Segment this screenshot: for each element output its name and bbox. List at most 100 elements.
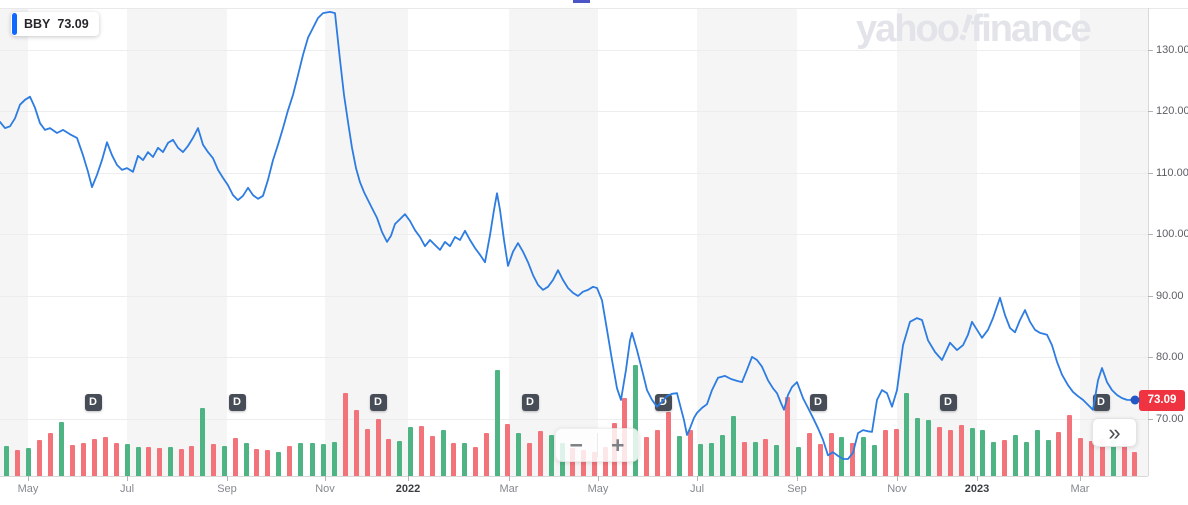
volume-bar	[784, 397, 790, 476]
dividend-marker[interactable]: D	[809, 394, 827, 411]
volume-bar	[91, 439, 97, 476]
x-axis-tick	[598, 476, 599, 481]
gridline	[0, 111, 1148, 112]
volume-bar	[243, 443, 249, 476]
dividend-marker[interactable]: D	[1092, 394, 1110, 411]
y-axis-tick	[1148, 111, 1153, 112]
zoom-in-button[interactable]: +	[598, 429, 639, 461]
volume-bar	[914, 418, 920, 476]
y-axis-label: 100.00	[1156, 228, 1188, 240]
volume-bar	[1034, 430, 1040, 476]
dividend-marker[interactable]: D	[84, 394, 102, 411]
dividend-marker[interactable]: D	[654, 394, 672, 411]
volume-bar	[1066, 415, 1072, 476]
y-axis-label: 130.00	[1156, 44, 1188, 56]
dividend-marker[interactable]: D	[369, 394, 387, 411]
yahoo-finance-watermark: yahoo!finance	[856, 6, 1092, 51]
y-axis-label: 90.00	[1156, 290, 1184, 302]
volume-bar	[828, 433, 834, 476]
volume-bar	[1121, 444, 1127, 476]
volume-bar	[25, 448, 31, 476]
scroll-position-indicator	[573, 0, 590, 3]
volume-bar	[580, 450, 586, 476]
volume-bar	[515, 433, 521, 476]
x-axis-tick	[1080, 476, 1081, 481]
volume-bar	[860, 437, 866, 476]
zoom-out-button[interactable]: −	[556, 429, 597, 461]
volume-bar	[893, 429, 899, 476]
x-axis-tick	[408, 476, 409, 481]
volume-bar	[483, 433, 489, 476]
x-axis-label: May	[587, 483, 609, 495]
volume-bar	[320, 444, 326, 476]
expand-chart-button[interactable]: »	[1092, 418, 1137, 447]
y-axis-label: 70.00	[1156, 413, 1184, 425]
x-axis-label: Mar	[499, 483, 519, 495]
volume-bar	[806, 433, 812, 476]
volume-bar	[925, 420, 931, 476]
gridline	[0, 234, 1148, 235]
volume-bar	[947, 430, 953, 476]
volume-bar	[407, 427, 413, 476]
y-axis-tick	[1148, 296, 1153, 297]
volume-bar	[1088, 441, 1094, 476]
volume-bar	[1001, 440, 1007, 476]
month-stripe	[127, 9, 227, 476]
x-axis-label: Nov	[887, 483, 907, 495]
dividend-marker[interactable]: D	[521, 394, 539, 411]
volume-bar	[1055, 432, 1061, 476]
volume-bar	[364, 429, 370, 476]
volume-bar	[1023, 442, 1029, 476]
volume-bar	[958, 425, 964, 476]
volume-bar	[665, 412, 671, 476]
y-axis-tick	[1148, 173, 1153, 174]
dividend-marker[interactable]: D	[939, 394, 957, 411]
x-axis-label: Jul	[119, 483, 135, 495]
gridline	[0, 296, 1148, 297]
volume-bar	[135, 447, 141, 476]
volume-bar	[102, 437, 108, 476]
x-axis-label: Mar	[1070, 483, 1090, 495]
watermark-yahoo: yahoo	[856, 8, 960, 50]
volume-bar	[69, 445, 75, 476]
ticker-legend-chip[interactable]: BBY 73.09	[11, 12, 99, 36]
volume-bar	[418, 426, 424, 476]
x-axis-label: Sep	[787, 483, 807, 495]
x-axis-tick	[977, 476, 978, 481]
x-axis-tick	[897, 476, 898, 481]
current-price-badge: 73.09	[1139, 390, 1185, 411]
top-divider	[0, 8, 1188, 9]
y-axis-tick	[1148, 357, 1153, 358]
volume-bar	[643, 437, 649, 476]
dividend-marker[interactable]: D	[228, 394, 246, 411]
x-axis-label: 2023	[964, 483, 990, 495]
volume-bar	[708, 443, 714, 476]
y-axis-tick	[1148, 234, 1153, 235]
y-axis-tick	[1148, 419, 1153, 420]
volume-bar	[113, 443, 119, 476]
volume-bar	[697, 444, 703, 476]
volume-bar	[210, 444, 216, 476]
volume-bar	[385, 439, 391, 476]
x-axis-tick	[127, 476, 128, 481]
x-axis-tick	[509, 476, 510, 481]
volume-bar	[882, 430, 888, 476]
volume-bar	[145, 447, 151, 476]
month-stripe	[897, 9, 977, 476]
volume-bar	[47, 433, 53, 476]
volume-bar	[871, 445, 877, 476]
volume-bar	[548, 435, 554, 476]
volume-bar	[178, 449, 184, 476]
volume-bar	[762, 439, 768, 476]
volume-bar	[1077, 438, 1083, 476]
x-axis-label: May	[17, 483, 39, 495]
volume-bar	[232, 438, 238, 476]
volume-bar	[80, 443, 86, 476]
gridline	[0, 173, 1148, 174]
volume-bar	[472, 447, 478, 476]
volume-bar	[903, 393, 909, 476]
watermark-finance: finance	[970, 8, 1092, 50]
gridline	[0, 419, 1148, 420]
x-axis-tick	[797, 476, 798, 481]
